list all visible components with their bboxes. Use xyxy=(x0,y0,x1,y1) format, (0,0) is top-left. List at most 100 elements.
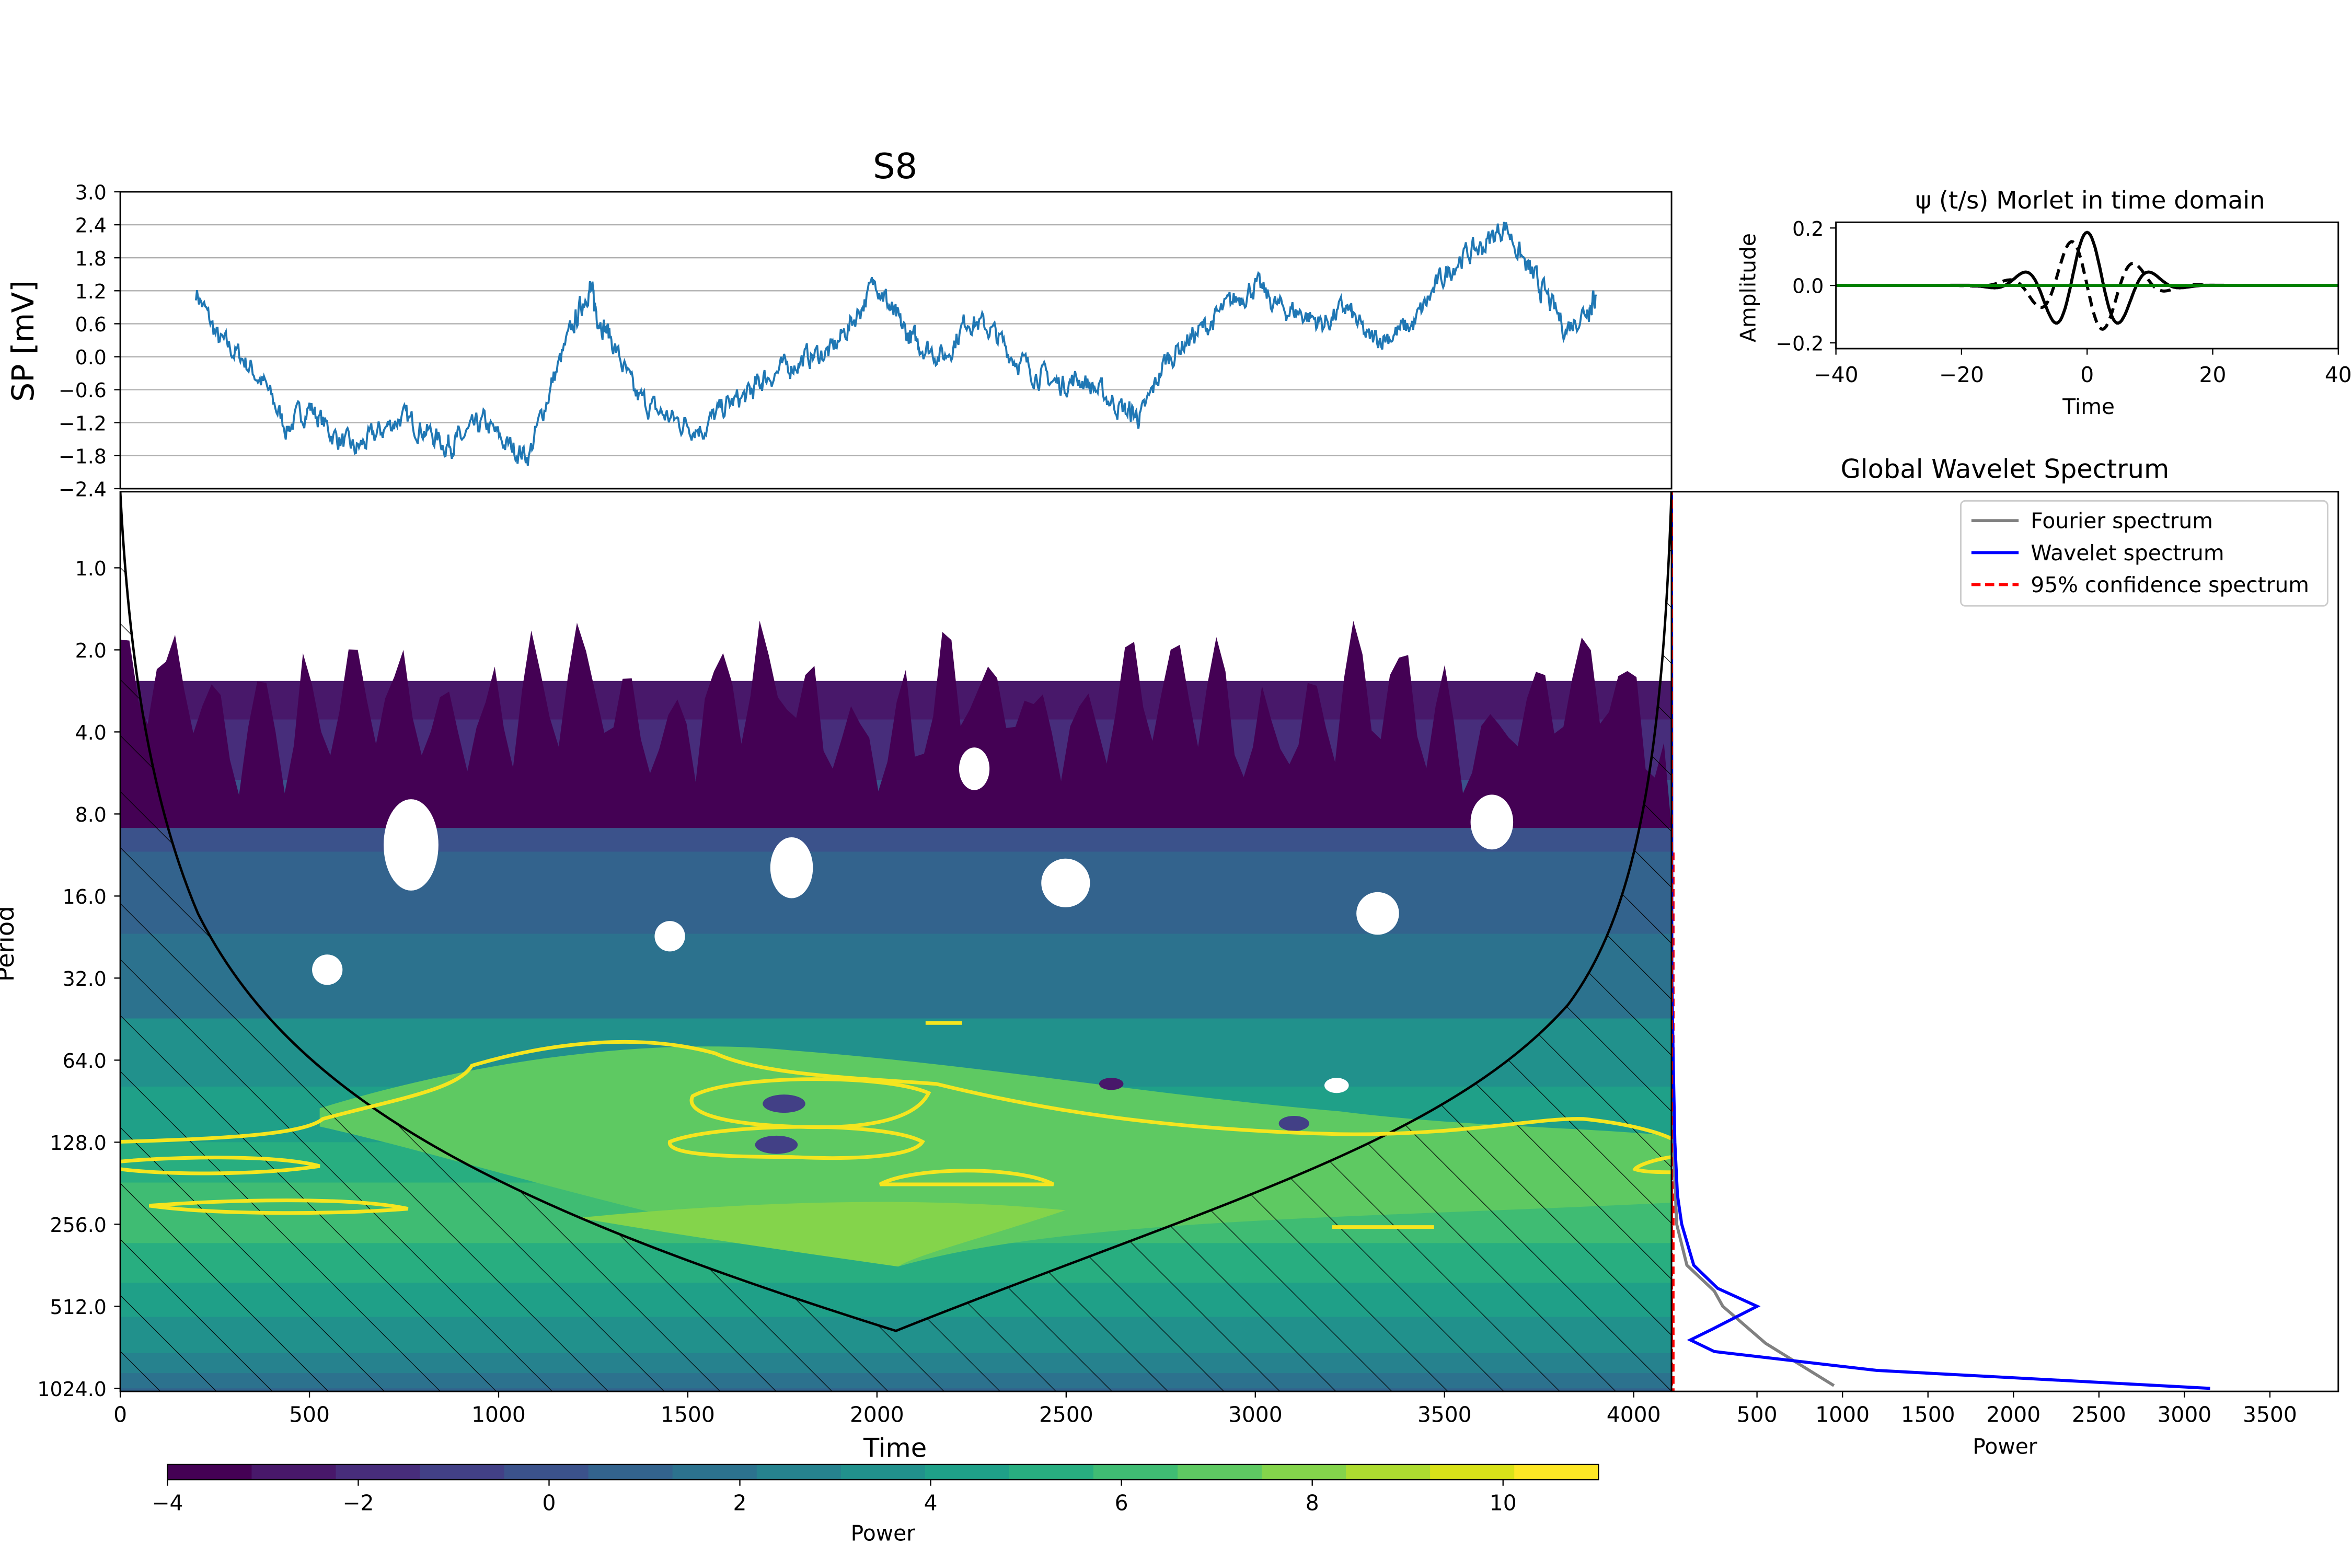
power-band xyxy=(120,852,1671,936)
chart-title: S8 xyxy=(873,146,917,187)
heatmap-ylabel: Period xyxy=(0,906,19,982)
colorbar-tick-label: 4 xyxy=(924,1490,938,1515)
morlet-y-ticks: 0.2 0.0 −0.2 xyxy=(1775,217,1836,355)
global-spectrum-frame xyxy=(1671,492,2338,1391)
power-dip xyxy=(763,1094,805,1113)
morlet-x-ticks: −40 −20 0 20 40 xyxy=(1814,349,2352,387)
period-tick-label: 128.0 xyxy=(50,1132,106,1155)
legend-label: 95% confidence spectrum xyxy=(2031,572,2309,597)
wavelet-power-panel: 1.0 2.0 4.0 8.0 16.0 32.0 64.0 128.0 256.0 512.0 1… xyxy=(0,492,1673,1463)
power-gap xyxy=(654,921,685,951)
heatmap-xlabel: Time xyxy=(863,1433,927,1463)
power-gap xyxy=(1471,794,1514,849)
global-spectrum-tick-label: 3000 xyxy=(2158,1402,2212,1427)
colorbar-tick-label: 0 xyxy=(543,1490,556,1515)
morlet-x-tick-label: −40 xyxy=(1814,362,1859,387)
global-spectrum-tick-label: 3500 xyxy=(2243,1402,2297,1427)
morlet-x-tick-label: 20 xyxy=(2199,362,2227,387)
timeseries-tick-label: −0.6 xyxy=(59,379,107,402)
morlet-panel: ψ (t/s) Morlet in time domain 0.2 0.0 −0.2… xyxy=(1735,186,2351,419)
time-tick-label: 2000 xyxy=(850,1402,904,1427)
timeseries-line xyxy=(196,222,1596,466)
timeseries-tick-label: 1.8 xyxy=(75,247,107,270)
power-gap xyxy=(1041,859,1090,907)
colorbar-level xyxy=(420,1465,505,1480)
morlet-ylabel: Amplitude xyxy=(1735,233,1760,342)
time-tick-label: 4000 xyxy=(1607,1402,1661,1427)
morlet-xlabel: Time xyxy=(2062,394,2115,419)
period-tick-label: 2.0 xyxy=(75,639,107,662)
colorbar: −4 −2 0 2 4 6 8 10 Power xyxy=(152,1465,1599,1546)
morlet-y-tick-label: −0.2 xyxy=(1775,332,1824,355)
colorbar-level xyxy=(167,1465,252,1480)
time-tick-label: 3500 xyxy=(1417,1402,1472,1427)
morlet-real-line xyxy=(1836,232,2338,323)
power-gap xyxy=(1356,892,1399,935)
global-spectrum-title: Global Wavelet Spectrum xyxy=(1841,454,2170,485)
power-gap xyxy=(1324,1078,1349,1093)
colorbar-tick-label: 2 xyxy=(733,1490,747,1515)
global-spectrum-series-1 xyxy=(1671,486,2210,1388)
global-spectrum-tick-label: 1500 xyxy=(1901,1402,1955,1427)
global-spectrum-x-ticks: 500 1000 1500 2000 2500 3000 3500 xyxy=(1737,1391,2297,1427)
colorbar-level xyxy=(925,1465,1010,1480)
colorbar-level xyxy=(1093,1465,1179,1480)
timeseries-tick-label: −1.8 xyxy=(59,445,107,468)
morlet-y-tick-label: 0.0 xyxy=(1792,275,1824,298)
global-spectrum-tick-label: 500 xyxy=(1737,1402,1778,1427)
colorbar-level xyxy=(757,1465,842,1480)
colorbar-level xyxy=(1009,1465,1094,1480)
period-tick-label: 512.0 xyxy=(50,1296,106,1319)
colorbar-tick-label: 10 xyxy=(1490,1490,1517,1515)
timeseries-tick-label: −2.4 xyxy=(59,478,107,501)
legend-label: Fourier spectrum xyxy=(2031,509,2213,534)
time-tick-label: 2500 xyxy=(1039,1402,1093,1427)
power-gap xyxy=(312,954,342,985)
global-spectrum-tick-label: 2500 xyxy=(2072,1402,2126,1427)
colorbar-level xyxy=(1346,1465,1431,1480)
timeseries-tick-label: −1.2 xyxy=(59,412,107,435)
power-dip xyxy=(1099,1078,1124,1090)
global-spectrum-xlabel: Power xyxy=(1973,1434,2037,1459)
power-gap xyxy=(770,837,813,898)
timeseries-tick-label: 0.0 xyxy=(75,346,107,369)
power-dip xyxy=(1279,1116,1309,1131)
power-band xyxy=(120,933,1671,1020)
period-tick-label: 64.0 xyxy=(63,1050,107,1073)
colorbar-level xyxy=(336,1465,421,1480)
timeseries-tick-label: 1.2 xyxy=(75,280,107,303)
period-tick-label: 256.0 xyxy=(50,1214,106,1237)
time-x-ticks: 0 500 1000 1500 2000 2500 3000 3500 4000 xyxy=(113,1391,1661,1427)
low-power-fringe xyxy=(120,620,1671,828)
global-spectrum-tick-label: 2000 xyxy=(1986,1402,2040,1427)
morlet-title: ψ (t/s) Morlet in time domain xyxy=(1915,186,2265,214)
colorbar-tick-label: 8 xyxy=(1306,1490,1319,1515)
period-tick-label: 8.0 xyxy=(75,803,107,826)
morlet-y-tick-label: 0.2 xyxy=(1792,217,1824,240)
power-gap xyxy=(959,747,989,790)
time-tick-label: 0 xyxy=(113,1402,127,1427)
time-tick-label: 3000 xyxy=(1228,1402,1283,1427)
period-tick-label: 1024.0 xyxy=(37,1378,106,1401)
period-tick-label: 1.0 xyxy=(75,557,107,580)
legend-label: Wavelet spectrum xyxy=(2031,540,2224,566)
colorbar-level xyxy=(1514,1465,1599,1480)
global-spectrum-panel: Global Wavelet Spectrum 500 1000 1500 2000 2… xyxy=(1671,454,2338,1459)
morlet-x-tick-label: −20 xyxy=(1939,362,1984,387)
legend: Fourier spectrum Wavelet spectrum 95% conf… xyxy=(1961,501,2327,606)
timeseries-panel: S8 SP [mV] 3.0 2.4 1.8 1.2 0.6 0.0 −0.6 −1.2 −1.… xyxy=(5,146,1671,501)
morlet-lines xyxy=(1836,232,2338,329)
colorbar-tick-label: 6 xyxy=(1115,1490,1128,1515)
global-spectrum-tick-label: 1000 xyxy=(1815,1402,1870,1427)
colorbar-tick-label: −4 xyxy=(152,1490,183,1515)
timeseries-y-ticks: 3.0 2.4 1.8 1.2 0.6 0.0 −0.6 −1.2 −1.8 −2.4 xyxy=(59,181,120,501)
timeseries-ylabel: SP [mV] xyxy=(5,280,41,402)
period-tick-label: 4.0 xyxy=(75,721,107,744)
colorbar-tick-label: −2 xyxy=(342,1490,374,1515)
colorbar-level xyxy=(589,1465,674,1480)
time-tick-label: 1000 xyxy=(471,1402,526,1427)
power-dip xyxy=(755,1136,798,1154)
colorbar-level xyxy=(1178,1465,1263,1480)
morlet-x-tick-label: 40 xyxy=(2325,362,2352,387)
colorbar-levels xyxy=(167,1465,1599,1480)
